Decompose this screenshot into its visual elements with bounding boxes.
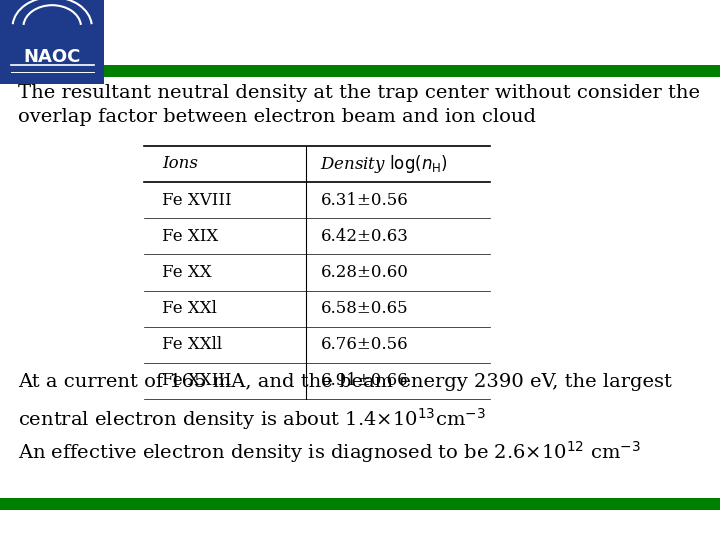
Text: Ions: Ions (162, 156, 198, 172)
Text: The resultant neutral density at the trap center without consider the: The resultant neutral density at the tra… (18, 84, 700, 102)
Text: Fe XVIII: Fe XVIII (162, 192, 232, 208)
Text: 6.58±0.65: 6.58±0.65 (320, 300, 408, 317)
Text: Density $\log(n_\mathrm{H})$: Density $\log(n_\mathrm{H})$ (320, 153, 449, 175)
Text: Fe XXll: Fe XXll (162, 336, 222, 353)
Text: 6.76±0.56: 6.76±0.56 (320, 336, 408, 353)
FancyBboxPatch shape (0, 0, 104, 84)
Text: NAOC: NAOC (24, 48, 81, 66)
Text: central electron density is about 1.4×10$^{13}$cm$^{-3}$: central electron density is about 1.4×10… (18, 406, 486, 432)
Text: 6.91±0.66: 6.91±0.66 (320, 373, 408, 389)
FancyBboxPatch shape (104, 65, 720, 77)
Text: 6.28±0.60: 6.28±0.60 (320, 264, 408, 281)
Text: Fe XIX: Fe XIX (162, 228, 218, 245)
Text: 6.31±0.56: 6.31±0.56 (320, 192, 408, 208)
Text: An effective electron density is diagnosed to be 2.6×10$^{12}$ cm$^{-3}$: An effective electron density is diagnos… (18, 439, 641, 465)
Text: 6.42±0.63: 6.42±0.63 (320, 228, 408, 245)
FancyBboxPatch shape (0, 498, 720, 510)
Text: Fe XXl: Fe XXl (162, 300, 217, 317)
Text: Fe XXIII: Fe XXIII (162, 373, 232, 389)
Text: At a current of 165 mA, and the beam energy 2390 eV, the largest: At a current of 165 mA, and the beam ene… (18, 373, 672, 390)
Text: Fe XX: Fe XX (162, 264, 212, 281)
Text: overlap factor between electron beam and ion cloud: overlap factor between electron beam and… (18, 108, 536, 126)
